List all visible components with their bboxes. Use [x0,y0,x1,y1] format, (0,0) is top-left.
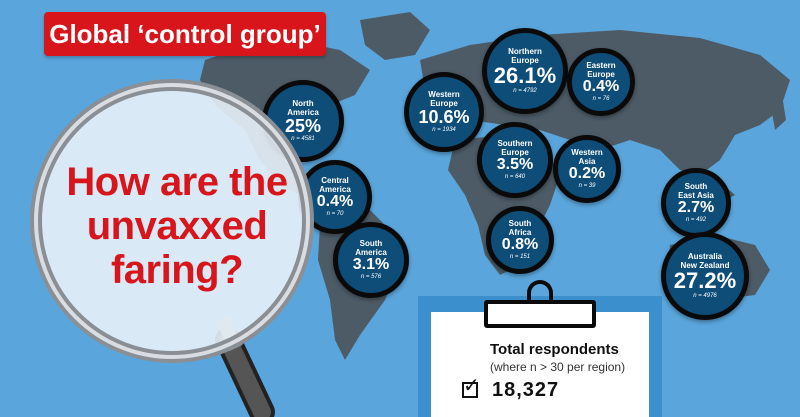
stat-south-africa: South Africa 0.8% n = 151 [486,206,554,274]
headline-line: unvaxxed [86,204,268,248]
region-name: South [508,218,532,228]
region-sample-size: n = 1934 [432,127,456,134]
region-sample-size: n = 151 [509,254,531,261]
clipboard-clip [484,300,596,328]
stat-northern-europe: Northern Europe 26.1% n = 4792 [482,28,568,114]
clipboard-paper [431,312,649,417]
checkbox-icon [462,382,478,398]
region-name: Central [321,175,349,185]
region-percent: 3.5% [496,155,534,173]
region-percent: 25% [284,115,322,136]
region-name: Africa [508,227,532,237]
total-respondents-note: (where n > 30 per region) [490,360,626,374]
region-name: Asia [578,156,596,166]
stat-western-asia: Western Asia 0.2% n = 39 [553,135,621,203]
region-name: North [292,98,314,108]
headline-line: How are the [66,160,288,204]
region-name: South [359,238,383,248]
total-respondents-value: 18,327 [492,379,560,401]
region-name: New Zealand [680,260,730,270]
headline-line: faring? [110,248,244,292]
stat-southern-europe: Southern Europe 3.5% n = 640 [477,122,553,198]
region-name: South [684,181,708,191]
region-sample-size: n = 4976 [693,293,717,300]
stat-western-europe: Western Europe 10.6% n = 1934 [404,72,484,152]
region-percent: 2.7% [677,198,715,216]
region-name: Australia [687,251,723,261]
title-badge: Global ‘control group’ [44,12,326,56]
region-name: East Asia [678,190,714,200]
region-percent: 0.4% [582,77,620,95]
region-sample-size: n = 640 [504,174,526,181]
region-percent: 0.2% [568,164,606,182]
region-sample-size: n = 4792 [513,88,537,95]
stat-south-east-asia: South East Asia 2.7% n = 492 [661,168,731,238]
region-percent: 10.6% [418,106,470,127]
region-sample-size: n = 39 [578,183,596,190]
total-respondents-label: Total respondents [490,341,619,358]
region-name: Europe [587,69,615,79]
region-name: America [319,184,351,194]
region-name: Western [571,147,603,157]
region-sample-size: n = 76 [592,96,610,103]
stat-australia-new-zealand: Australia New Zealand 27.2% n = 4976 [661,232,749,320]
region-name: Northern [508,46,542,56]
region-name: Southern [497,138,533,148]
region-name: Eastern [586,60,616,70]
clipboard-clip-top [527,280,553,306]
region-sample-size: n = 70 [326,211,344,218]
region-percent: 3.1% [352,255,390,273]
region-percent: 26.1% [493,62,557,88]
checkmark-icon: ✓ [463,375,480,397]
region-percent: 27.2% [673,267,737,293]
region-percent: 0.4% [316,192,354,210]
region-name: Europe [501,147,529,157]
region-name: America [355,247,387,257]
stat-eastern-europe: Eastern Europe 0.4% n = 76 [567,48,635,116]
region-sample-size: n = 4581 [291,136,315,143]
region-sample-size: n = 576 [360,274,382,281]
region-name: Western [428,89,460,99]
stat-south-america: South America 3.1% n = 576 [333,222,409,298]
headline: How are the unvaxxed faring? [62,160,292,292]
region-sample-size: n = 492 [685,217,707,224]
region-name: Europe [511,55,539,65]
region-name: Europe [430,98,458,108]
region-percent: 0.8% [501,235,539,253]
region-name: America [287,107,319,117]
